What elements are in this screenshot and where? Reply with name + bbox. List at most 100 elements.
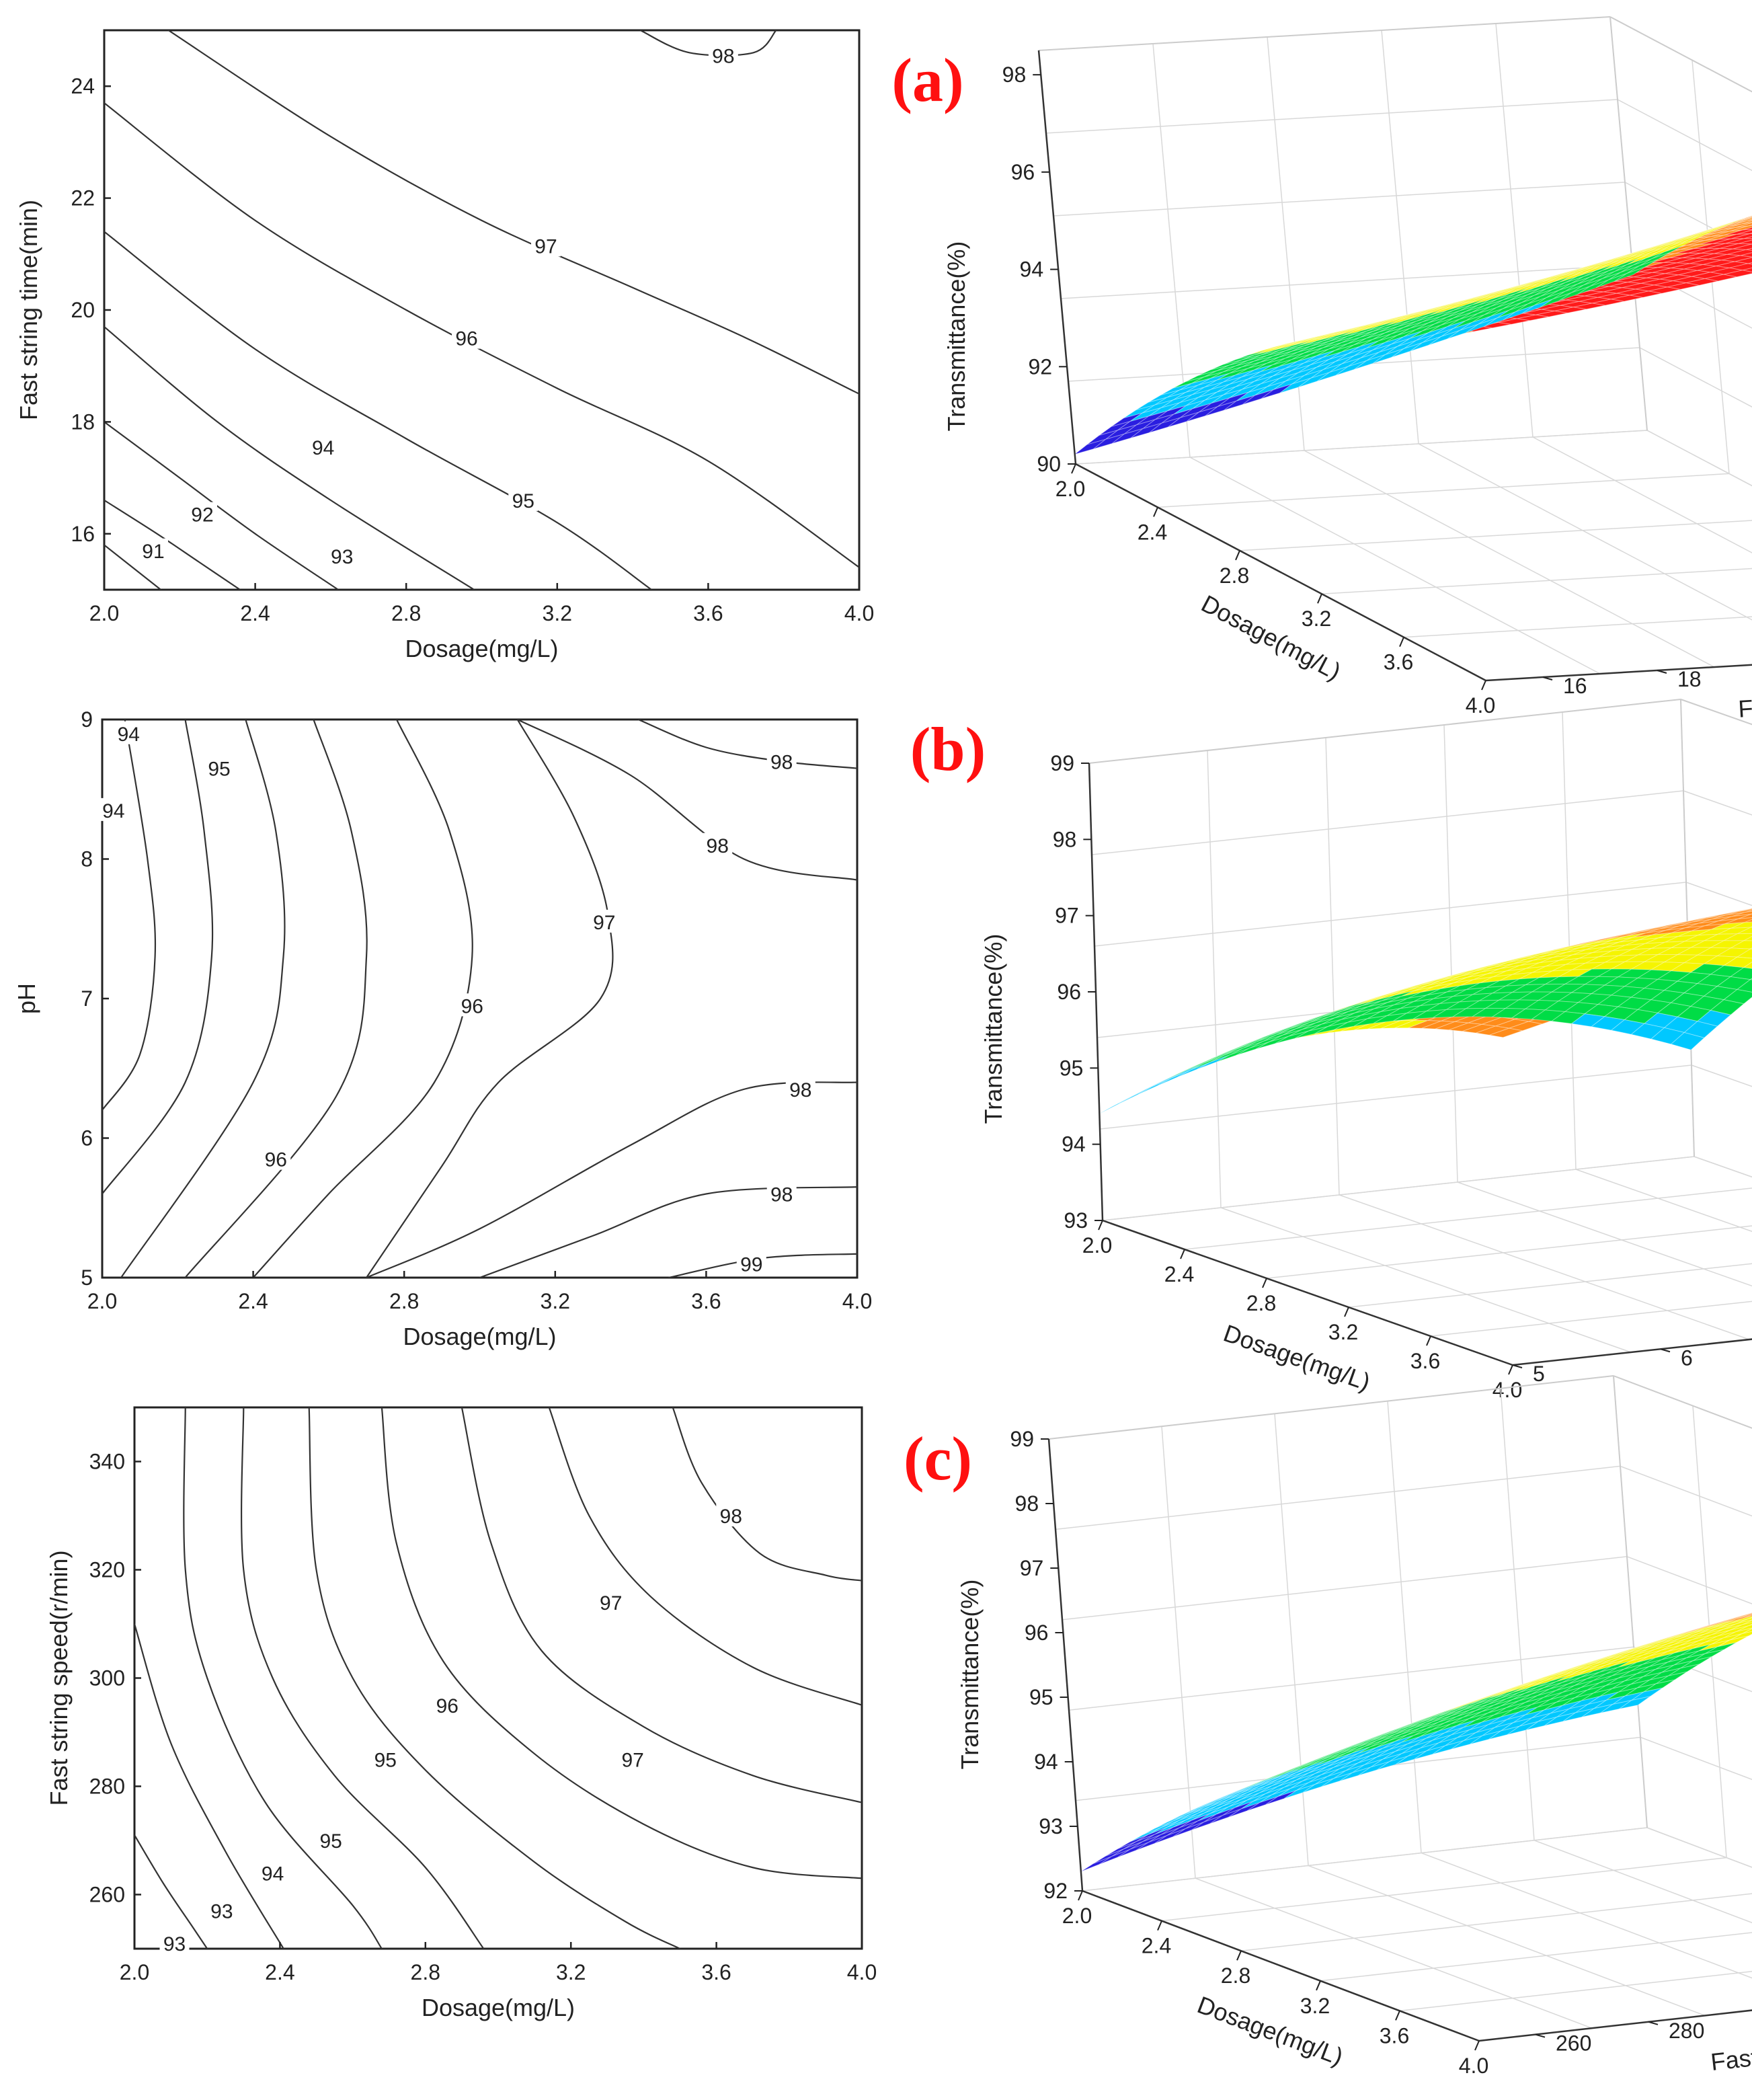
- surface-cell: [1676, 233, 1708, 246]
- c-contour-contour-line: [461, 1407, 862, 1803]
- surface-cell: [1749, 947, 1752, 949]
- surface-cell: [1735, 257, 1752, 264]
- b-surface-plot: 2.02.42.83.23.64.05678993949596979899Dos…: [910, 699, 1752, 1402]
- box-edge: [1613, 1375, 1752, 1429]
- a-surface-x-tick-label: 2.8: [1220, 563, 1249, 588]
- a-contour-contour-line: [104, 102, 859, 568]
- a-surface-y-axis-title: Fast string time(min): [1737, 682, 1752, 722]
- a-surface-x-axis-title: Dosage(mg/L): [1197, 590, 1345, 686]
- c-contour-contour-line: [308, 1407, 680, 1949]
- surface-cell: [1670, 1032, 1705, 1050]
- contour-label-bg: [114, 721, 144, 744]
- surface-cell: [1729, 1622, 1752, 1631]
- c-surface-z-tick-label: 94: [1034, 1750, 1058, 1774]
- surface-cell: [1743, 962, 1752, 969]
- y-axis-line: [1478, 2009, 1752, 2042]
- b-contour-y-tick-label: 5: [81, 1266, 93, 1290]
- a-contour-contour-label: 93: [331, 546, 353, 568]
- surface-cell: [1614, 266, 1646, 282]
- c-contour-x-axis-title: Dosage(mg/L): [422, 1994, 575, 2021]
- b-contour-contour-label: 98: [707, 835, 729, 857]
- c-surface-z-tick-label: 95: [1029, 1685, 1053, 1709]
- x-tick: [1317, 593, 1322, 604]
- c-contour-contour-line: [183, 1407, 383, 1949]
- x-tick: [1098, 1220, 1103, 1231]
- b-surface-y-tick-label: 6: [1681, 1346, 1693, 1370]
- b-contour-contour-line: [366, 1081, 857, 1278]
- x-tick: [1153, 507, 1158, 517]
- b-surface-x-tick-label: 3.2: [1328, 1320, 1358, 1344]
- surface-cell: [1729, 1616, 1752, 1624]
- contour-label-bg: [204, 756, 235, 779]
- c-surface-z-axis-title: Transmittance(%): [956, 1580, 984, 1770]
- c-contour-contour-label: 97: [621, 1749, 643, 1771]
- b-surface-x-tick-label: 2.0: [1082, 1233, 1112, 1257]
- a-contour-x-axis-title: Dosage(mg/L): [405, 635, 558, 662]
- contour-label-bg: [308, 434, 338, 458]
- b-contour-x-tick-label: 4.0: [842, 1289, 872, 1313]
- a-contour-contour-label: 94: [312, 437, 334, 459]
- a-contour-contour-line: [639, 30, 777, 56]
- contour-label-bg: [206, 1898, 237, 1922]
- c-surface-z-tick-label: 97: [1020, 1556, 1044, 1580]
- surface-cell: [1743, 935, 1752, 941]
- c-contour-y-axis-title: Fast string speed(r/min): [45, 1550, 73, 1805]
- x-tick: [1426, 1335, 1431, 1346]
- a-contour-y-tick-label: 16: [71, 522, 95, 546]
- surface-cell: [1740, 252, 1752, 258]
- a-contour-x-tick-label: 2.0: [89, 601, 119, 625]
- contour-label-bg: [708, 43, 738, 67]
- surface-cell: [1744, 919, 1752, 923]
- box-edge: [1609, 16, 1648, 431]
- x-axis-line: [1075, 463, 1486, 682]
- c-contour-x-tick-label: 3.6: [701, 1960, 731, 1984]
- b-contour-contour-line: [184, 720, 368, 1278]
- surface-cell: [1619, 1696, 1650, 1709]
- surface-cell: [1745, 910, 1752, 913]
- contour-label-bg: [138, 538, 168, 561]
- b-surface-x-tick-label: 2.8: [1246, 1291, 1276, 1315]
- box-edge: [1680, 699, 1752, 726]
- x-tick: [1399, 637, 1404, 647]
- a-contour-x-tick-label: 4.0: [844, 601, 874, 625]
- surface-cell: [1729, 940, 1752, 949]
- surface-cell: [1737, 927, 1752, 935]
- contour-label-bg: [703, 832, 733, 856]
- b-contour-contour-label: 96: [461, 995, 483, 1017]
- surface-cell: [1701, 223, 1733, 235]
- b-contour-contour-label: 98: [770, 1184, 793, 1206]
- surface-cell: [1722, 956, 1752, 968]
- a-surface-z-axis-title: Transmittance(%): [943, 241, 970, 432]
- x-tick: [1235, 550, 1240, 561]
- c-contour-contour-label: 97: [600, 1592, 622, 1615]
- a-surface-x-tick-label: 2.0: [1056, 477, 1085, 501]
- c-surface-z-tick-label: 96: [1025, 1621, 1049, 1645]
- x-tick: [1157, 1920, 1162, 1931]
- b-contour-contour-line: [102, 720, 157, 1111]
- contour-label-bg: [187, 502, 217, 525]
- a-contour-x-tick-label: 2.8: [391, 601, 421, 625]
- contour-label-bg: [98, 798, 128, 821]
- y-tick: [1648, 2021, 1659, 2025]
- b-contour-y-tick-label: 8: [81, 847, 93, 871]
- b-contour-x-tick-label: 3.2: [541, 1289, 570, 1313]
- a-surface-x-tick-label: 4.0: [1466, 693, 1495, 717]
- c-contour-contour-label: 94: [262, 1863, 284, 1885]
- x-tick: [1180, 1249, 1185, 1259]
- a-surface-plot: 2.02.42.83.23.64.016182022249092949698Do…: [891, 16, 1752, 723]
- a-contour-x-tick-label: 3.2: [543, 601, 572, 625]
- c-surface-y-tick-label: 260: [1556, 2031, 1591, 2056]
- surface-cell: [1692, 1649, 1724, 1662]
- a-surface-z-tick-label: 94: [1020, 258, 1044, 282]
- b-contour-contour-line: [120, 720, 286, 1278]
- c-surface-x-tick-label: 2.4: [1142, 1934, 1171, 1958]
- x-axis-line: [1102, 1219, 1513, 1366]
- surface-cell: [1723, 1619, 1752, 1630]
- b-contour-contour-label: 94: [102, 800, 124, 822]
- a-contour-lines: [104, 30, 859, 590]
- b-contour-contour-line: [517, 720, 857, 881]
- c-contour-plot: 98 97 96 97 95 95 94 93 93 2.0 2.4 2.8 3.2 3.6 4.0 260 2…: [45, 1406, 877, 2021]
- c-contour-y-tick-label: 260: [89, 1883, 125, 1907]
- contour-label-bg: [589, 909, 619, 933]
